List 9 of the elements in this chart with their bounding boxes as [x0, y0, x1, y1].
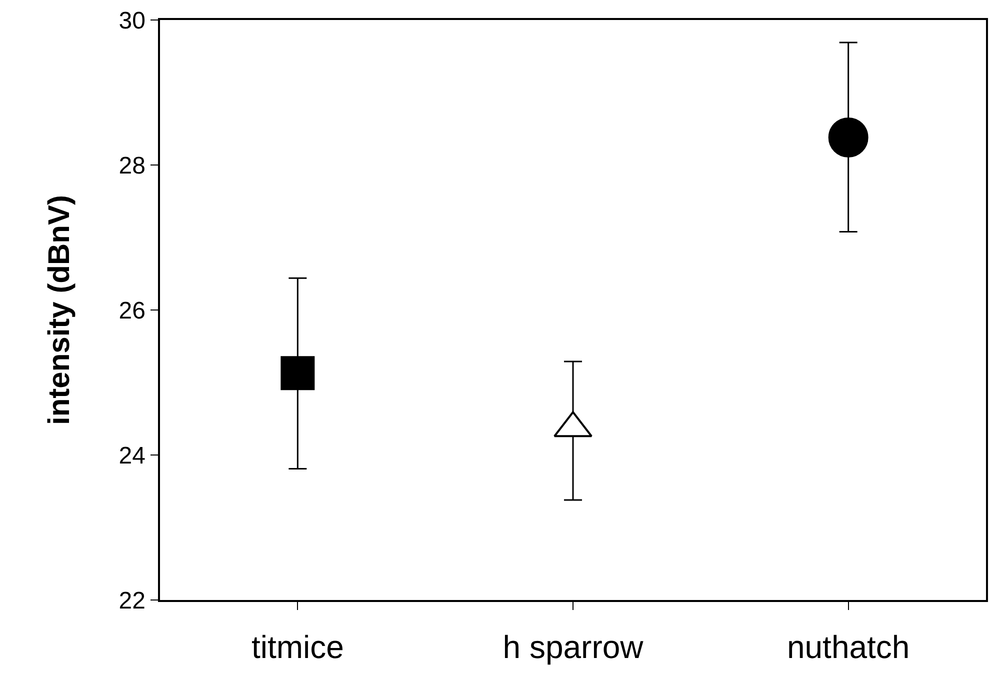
y-tick-label: 28 — [118, 152, 146, 180]
x-tick-label: nuthatch — [786, 629, 910, 666]
x-tick-label: titmice — [251, 629, 344, 666]
y-tick-label: 24 — [118, 442, 146, 470]
y-tick-label: 22 — [118, 587, 146, 614]
y-axis-title: intensity (dBnV) — [43, 195, 76, 425]
x-tick-label: h sparrow — [502, 629, 644, 666]
y-tick-label: 30 — [118, 7, 146, 34]
y-tick-label: 26 — [118, 297, 146, 324]
